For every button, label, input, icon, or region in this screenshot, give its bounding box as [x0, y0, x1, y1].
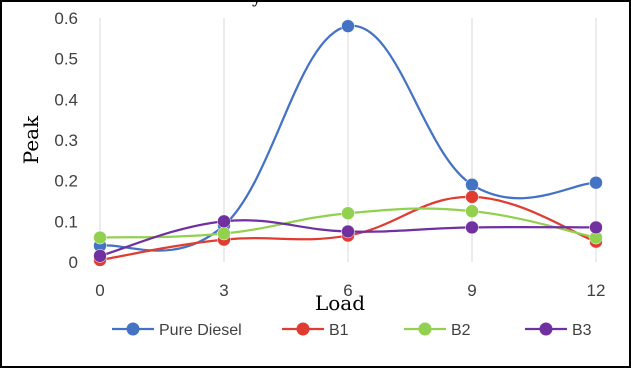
data-point-b2-2 — [341, 206, 355, 220]
data-point-b3-0 — [93, 249, 107, 263]
legend-swatch-marker — [126, 322, 140, 336]
legend-item-b1: B1 — [282, 322, 349, 339]
x-tick-label: 6 — [343, 281, 352, 300]
legend-label: B2 — [451, 322, 471, 339]
x-tick-label: 3 — [219, 281, 228, 300]
data-point-b1-3 — [465, 190, 479, 204]
data-point-b3-4 — [589, 220, 603, 235]
series-layer — [93, 19, 603, 267]
legend-item-b2: B2 — [404, 322, 471, 339]
y-tick-label: 0.4 — [54, 90, 78, 109]
legend-label: B3 — [572, 322, 592, 339]
data-point-b2-1 — [217, 226, 231, 241]
y-tick-label: 0 — [69, 253, 78, 272]
top-caption-text: y — [252, 0, 262, 8]
y-tick-label: 0.6 — [54, 9, 78, 28]
data-point-b2-0 — [93, 230, 107, 245]
data-point-b2-3 — [465, 204, 479, 218]
top-caption: y — [2, 0, 629, 8]
x-tick-label: 9 — [467, 281, 476, 300]
y-tick-label: 0.2 — [54, 172, 78, 191]
data-point-pure-diesel-3 — [465, 177, 479, 192]
legend-swatch-marker — [296, 322, 310, 336]
data-point-b3-3 — [465, 220, 479, 235]
x-tick-labels: 0 3 6 9 12 — [95, 281, 605, 300]
data-point-b3-1 — [217, 214, 231, 229]
legend-swatch-marker — [418, 322, 432, 336]
data-point-pure-diesel-4 — [589, 175, 603, 190]
y-axis-title: Peak — [19, 115, 43, 164]
series-b3 — [93, 214, 603, 263]
y-tick-label: 0.5 — [54, 50, 78, 69]
legend-item-b3: B3 — [525, 322, 592, 339]
data-point-pure-diesel-2 — [341, 19, 355, 33]
legend: Pure Diesel B1 B2 B3 — [112, 322, 592, 339]
y-tick-labels: 0 0.1 0.2 0.3 0.4 0.5 0.6 — [54, 9, 78, 272]
legend-label: B1 — [329, 322, 349, 339]
data-point-b3-2 — [341, 224, 355, 239]
y-tick-label: 0.1 — [54, 212, 78, 231]
legend-swatch-marker — [539, 322, 553, 336]
x-tick-label: 12 — [587, 281, 606, 300]
legend-item-pure-diesel: Pure Diesel — [112, 322, 242, 339]
x-tick-label: 0 — [95, 281, 104, 300]
y-tick-label: 0.3 — [54, 131, 78, 150]
legend-label: Pure Diesel — [159, 322, 242, 339]
x-axis-title: Load — [315, 291, 365, 315]
